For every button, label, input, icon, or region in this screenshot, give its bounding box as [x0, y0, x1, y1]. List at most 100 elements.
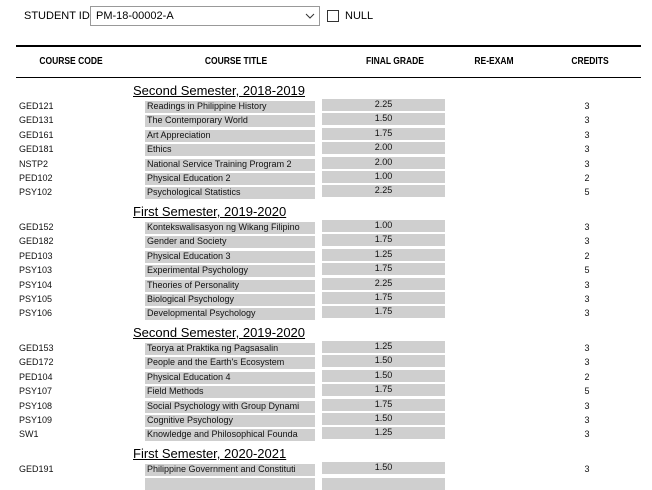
credits: 5 [584, 187, 590, 198]
dropdown-arrow [305, 13, 315, 19]
course-code: PSY107 [19, 386, 53, 397]
course-title: Social Psychology with Group Dynami [147, 400, 300, 411]
grade-box: 1.50 [322, 462, 445, 474]
column-header: RE-EXAM [474, 56, 514, 67]
title-box: Psychological Statistics [145, 187, 315, 200]
grade-box: 2.00 [322, 156, 445, 169]
semester-heading: Second Semester, 2018-2019 [133, 83, 306, 98]
null-checkbox[interactable] [327, 10, 339, 22]
grade-box: 1.50 [322, 369, 445, 382]
grade-box: 2.25 [322, 277, 445, 290]
title-box: Cognitive Psychology [145, 415, 315, 427]
title-box: Field Methods [145, 386, 315, 399]
course-code: PED104 [19, 371, 53, 382]
null-label: NULL [345, 10, 374, 22]
credits: 2 [584, 371, 590, 382]
course-code: PSY102 [19, 187, 53, 198]
final-grade: 2.00 [374, 142, 393, 153]
course-code: GED152 [19, 222, 54, 232]
grade-box: 1.75 [322, 263, 445, 276]
credits: 5 [584, 265, 590, 276]
course-title: Knowledge and Philosophical Founda [147, 429, 298, 440]
credits: 2 [584, 173, 590, 183]
student-value: PM-18-00002-A [96, 10, 174, 22]
credits: 3 [584, 144, 590, 155]
course-title: Readings in Philippine History [147, 101, 267, 111]
title-box: Physical Education 3 [145, 250, 315, 263]
grade-box: 1.75 [322, 127, 445, 140]
grade-box: 1.25 [322, 341, 445, 353]
final-grade: 1.75 [374, 292, 393, 302]
course-code: PSY109 [19, 415, 53, 425]
grade-box: 1.75 [322, 292, 445, 304]
grade-box: 2.25 [322, 99, 445, 111]
final-grade: 1.75 [374, 398, 393, 409]
title-box [145, 478, 315, 490]
final-grade: 1.50 [374, 113, 393, 124]
course-code: GED182 [19, 236, 54, 247]
semester-heading: First Semester, 2019-2020 [133, 204, 287, 219]
course-title: People and the Earth's Ecosystem [147, 357, 285, 368]
grade-box [322, 478, 445, 490]
course-code: PSY104 [19, 279, 53, 290]
course-code: GED191 [19, 464, 54, 474]
credits: 3 [584, 294, 590, 304]
final-grade: 1.50 [374, 369, 393, 380]
course-title: Physical Education 3 [147, 250, 231, 261]
final-grade: 2.00 [374, 156, 393, 167]
course-code: PSY108 [19, 400, 53, 411]
credits: 3 [584, 158, 590, 169]
student-dropdown[interactable]: PM-18-00002-A [90, 6, 320, 26]
course-title: Cognitive Psychology [147, 415, 234, 425]
grade-box: 1.50 [322, 113, 445, 126]
course-title: Developmental Psychology [147, 308, 256, 319]
credits: 5 [584, 386, 590, 397]
semester-heading: First Semester, 2020-2021 [133, 446, 287, 461]
course-title: Gender and Society [147, 236, 227, 247]
course-title: Philippine Government and Constituti [147, 464, 296, 474]
course-code: GED153 [19, 343, 54, 353]
final-grade: 1.75 [374, 234, 393, 245]
course-code: PSY106 [19, 308, 53, 319]
credits: 3 [584, 115, 590, 126]
header-rule [16, 45, 641, 47]
final-grade: 1.00 [374, 220, 393, 230]
grade-box: 1.50 [322, 355, 445, 368]
course-code: PED102 [19, 173, 53, 183]
course-code: PED103 [19, 250, 53, 261]
title-box: Developmental Psychology [145, 308, 315, 321]
grade-box: 1.00 [322, 220, 445, 232]
final-grade: 1.75 [374, 384, 393, 395]
title-box: Ethics [145, 144, 315, 157]
title-box: Readings in Philippine History [145, 101, 315, 113]
course-code: GED121 [19, 101, 54, 111]
title-box: Knowledge and Philosophical Founda [145, 429, 315, 442]
course-title: Kontekswalisasyon ng Wikang Filipino [147, 222, 300, 232]
grade-box: 1.75 [322, 384, 445, 397]
final-grade: 1.75 [374, 263, 393, 274]
credits: 3 [584, 129, 590, 140]
title-box: Experimental Psychology [145, 265, 315, 278]
final-grade: 2.25 [374, 99, 393, 109]
title-box: Social Psychology with Group Dynami [145, 400, 315, 413]
title-box: People and the Earth's Ecosystem [145, 357, 315, 370]
credits: 3 [584, 357, 590, 368]
grade-box: 1.75 [322, 234, 445, 247]
course-title: Psychological Statistics [147, 187, 241, 198]
course-title: The Contemporary World [147, 115, 248, 126]
title-box: Kontekswalisasyon ng Wikang Filipino [145, 222, 315, 234]
final-grade: 1.25 [374, 427, 393, 438]
grade-box: 2.00 [322, 142, 445, 155]
course-code: NSTP2 [19, 158, 49, 169]
credits: 3 [584, 236, 590, 247]
title-box: National Service Training Program 2 [145, 158, 315, 171]
credits: 3 [584, 464, 590, 474]
column-header: COURSE CODE [39, 56, 103, 67]
credits: 3 [584, 308, 590, 319]
final-grade: 1.25 [374, 248, 393, 259]
course-title: Physical Education 2 [147, 173, 231, 183]
course-code: GED172 [19, 357, 54, 368]
course-code: GED181 [19, 144, 54, 155]
header-rule [16, 77, 641, 78]
credits: 3 [584, 101, 590, 111]
